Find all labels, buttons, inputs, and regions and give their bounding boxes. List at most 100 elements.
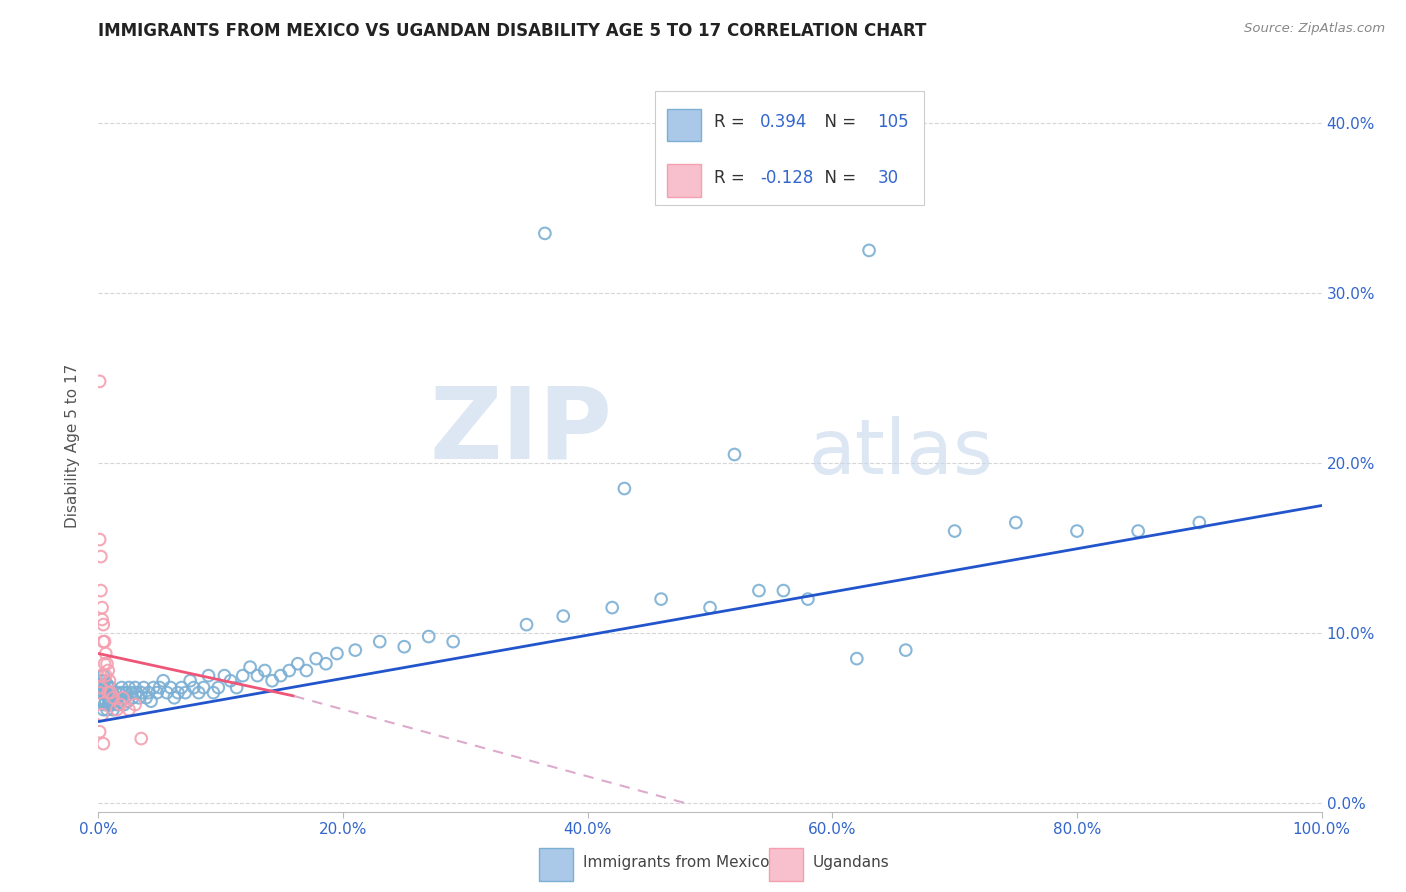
Point <box>124 698 146 712</box>
Point <box>139 694 162 708</box>
Point <box>93 673 115 688</box>
Text: 30: 30 <box>877 169 898 186</box>
Point <box>93 634 115 648</box>
Y-axis label: Disability Age 5 to 17: Disability Age 5 to 17 <box>65 364 80 528</box>
FancyBboxPatch shape <box>668 164 702 196</box>
Point <box>91 613 114 627</box>
Point <box>515 617 537 632</box>
Text: 0.394: 0.394 <box>761 113 807 131</box>
Point <box>772 583 794 598</box>
Point <box>699 600 721 615</box>
Point <box>97 664 120 678</box>
Point <box>146 686 169 700</box>
Point <box>344 643 367 657</box>
Point <box>650 592 672 607</box>
Point <box>305 651 328 665</box>
Point <box>135 690 157 705</box>
Point <box>193 681 215 695</box>
Point <box>159 681 181 695</box>
Point <box>1004 516 1026 530</box>
Text: N =: N = <box>814 113 862 131</box>
Point <box>207 681 229 695</box>
Point <box>103 694 125 708</box>
Point <box>295 664 318 678</box>
Point <box>105 698 128 712</box>
Point <box>112 698 135 712</box>
Point <box>98 694 121 708</box>
Point <box>125 686 148 700</box>
FancyBboxPatch shape <box>668 109 702 141</box>
Point <box>94 694 117 708</box>
Point <box>96 657 118 671</box>
Point <box>97 681 120 695</box>
Point <box>91 677 114 691</box>
Point <box>97 690 120 705</box>
Point <box>202 686 225 700</box>
Point <box>129 731 152 746</box>
Point <box>111 681 134 695</box>
Point <box>101 686 124 700</box>
Point <box>392 640 416 654</box>
Point <box>845 651 868 665</box>
Point <box>100 698 122 712</box>
Point <box>93 681 115 695</box>
Text: atlas: atlas <box>808 417 993 491</box>
Point <box>91 668 114 682</box>
Point <box>104 686 127 700</box>
Point <box>197 668 219 682</box>
Point <box>534 227 557 241</box>
Point <box>219 673 242 688</box>
Point <box>163 690 186 705</box>
Text: Ugandans: Ugandans <box>813 855 890 871</box>
Point <box>90 686 112 700</box>
Point <box>91 600 114 615</box>
Point <box>120 686 142 700</box>
Point <box>894 643 917 657</box>
Point <box>91 703 114 717</box>
Point <box>98 686 121 700</box>
Point <box>723 448 745 462</box>
Point <box>253 664 276 678</box>
Point <box>183 681 205 695</box>
Point <box>129 686 152 700</box>
Point <box>94 686 117 700</box>
Point <box>287 657 309 671</box>
Text: ZIP: ZIP <box>429 383 612 480</box>
Point <box>91 617 114 632</box>
Point <box>90 549 112 564</box>
Point <box>96 686 118 700</box>
Point <box>152 673 174 688</box>
Point <box>97 698 120 712</box>
Point <box>132 681 155 695</box>
FancyBboxPatch shape <box>769 848 803 881</box>
Point <box>170 681 193 695</box>
Point <box>101 690 124 705</box>
Point <box>748 583 770 598</box>
Point <box>187 686 209 700</box>
Point <box>441 634 464 648</box>
Text: Immigrants from Mexico: Immigrants from Mexico <box>583 855 769 871</box>
Point <box>138 686 160 700</box>
Text: IMMIGRANTS FROM MEXICO VS UGANDAN DISABILITY AGE 5 TO 17 CORRELATION CHART: IMMIGRANTS FROM MEXICO VS UGANDAN DISABI… <box>98 22 927 40</box>
Point <box>89 724 111 739</box>
Point <box>94 668 117 682</box>
Point <box>246 668 269 682</box>
Point <box>239 660 262 674</box>
Point <box>105 703 128 717</box>
Point <box>179 673 201 688</box>
Point <box>96 703 118 717</box>
Point <box>91 737 114 751</box>
Point <box>90 668 112 682</box>
FancyBboxPatch shape <box>538 848 574 881</box>
Text: N =: N = <box>814 169 862 186</box>
Point <box>89 533 111 547</box>
Text: R =: R = <box>714 169 749 186</box>
Point <box>91 707 114 722</box>
Point <box>262 673 284 688</box>
Point <box>118 681 141 695</box>
Point <box>93 657 115 671</box>
Text: R =: R = <box>714 113 749 131</box>
Point <box>114 690 136 705</box>
Point <box>278 664 301 678</box>
Point <box>94 647 117 661</box>
